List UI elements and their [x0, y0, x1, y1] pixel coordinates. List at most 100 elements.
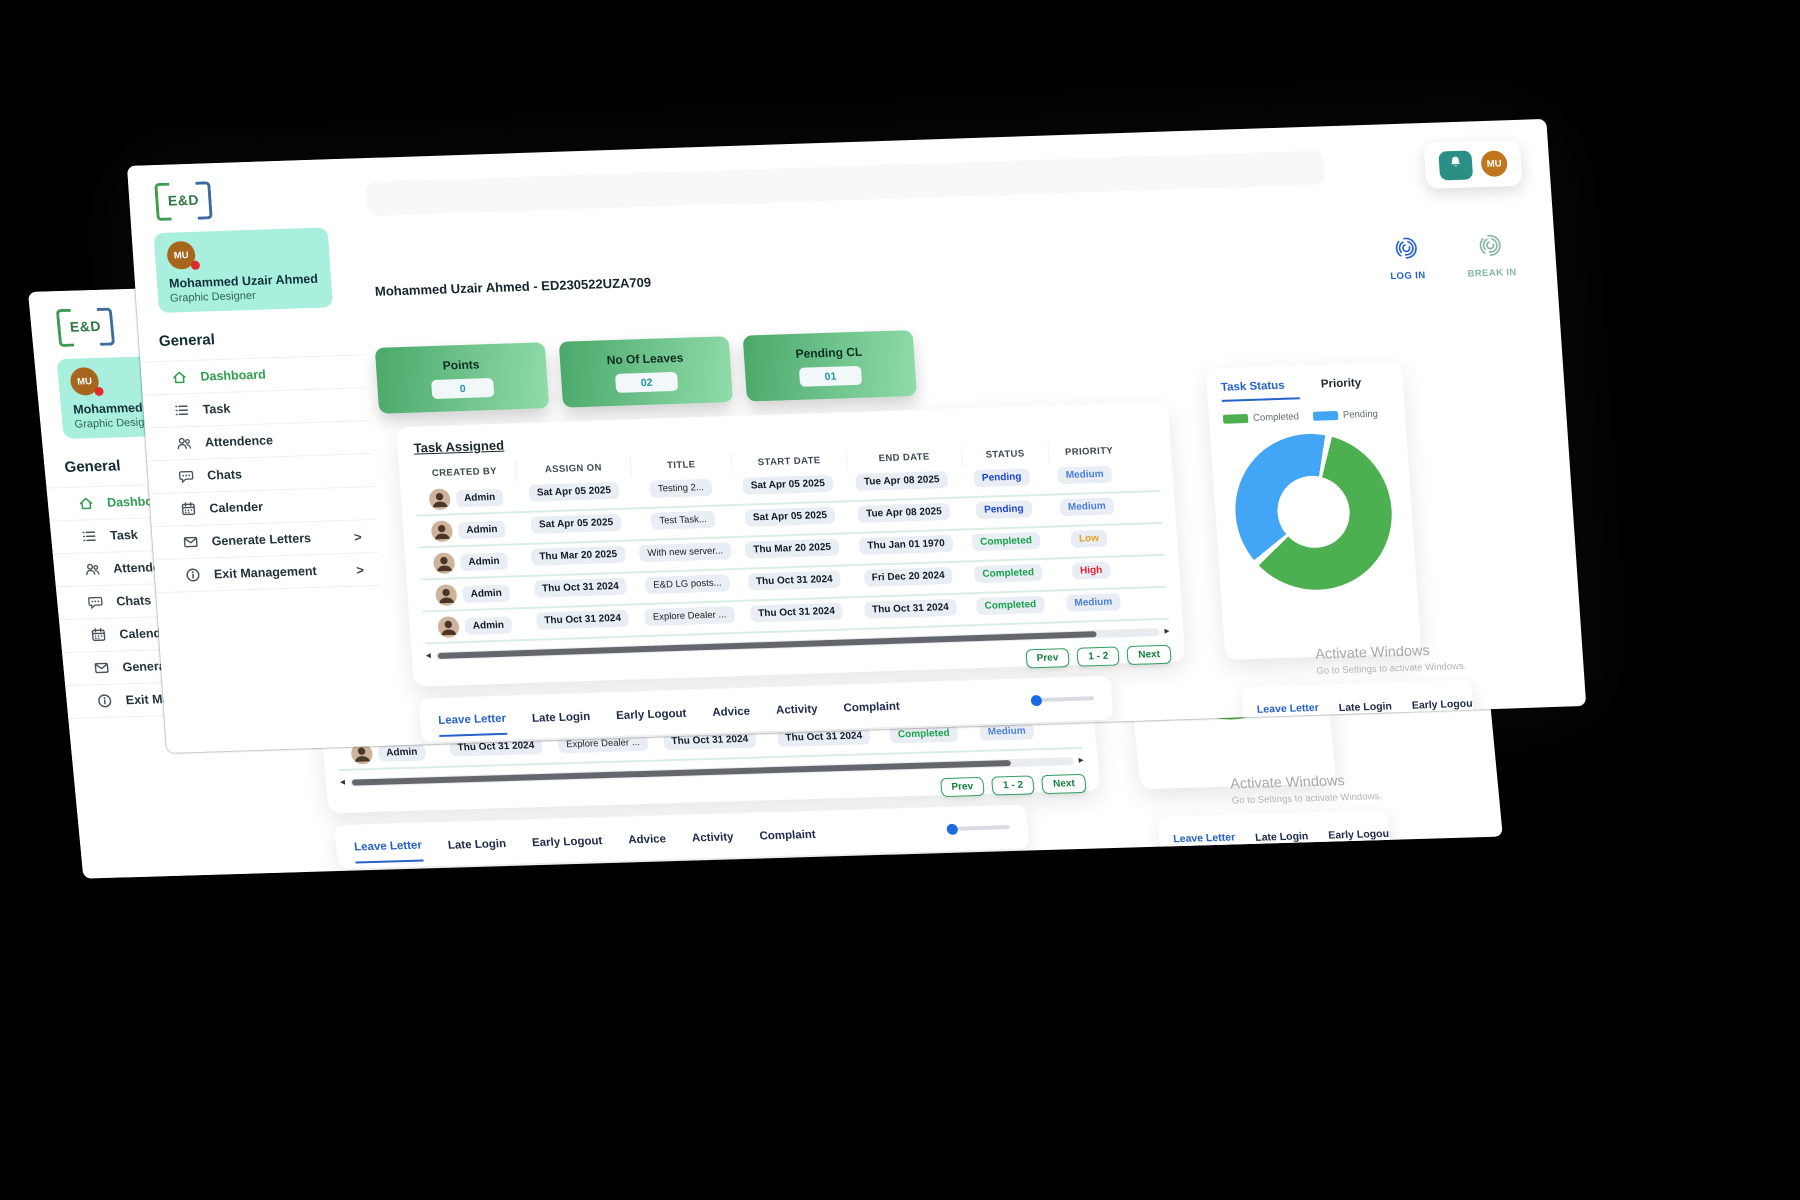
chart-legend: Completed Pending	[1222, 408, 1392, 425]
status-badge: Completed	[971, 531, 1041, 552]
sidebar-item-exit-management[interactable]: Exit Management>	[153, 551, 382, 594]
sidebar-item-calender[interactable]: Calender	[149, 485, 377, 527]
scroll-left-icon[interactable]: ◂	[339, 776, 346, 788]
legend-label: Pending	[1342, 408, 1379, 421]
column-header-priority: PRIORITY	[1064, 445, 1114, 459]
fingerprint-icon	[1477, 232, 1504, 263]
prev-page-button[interactable]: Prev	[939, 776, 986, 798]
sidebar-section-title: General	[63, 457, 122, 476]
sidebar-item-calender[interactable]: Calender	[58, 612, 287, 653]
tab-late-login[interactable]: Late Login	[1254, 830, 1309, 844]
title-value: Test Task...	[650, 510, 716, 530]
tab-complaint[interactable]: Complaint	[758, 828, 817, 843]
tab-early-logout[interactable]: Early Logout	[531, 835, 603, 850]
stat-value: 02	[614, 371, 679, 393]
slider-track[interactable]	[1041, 696, 1095, 702]
scroll-left-icon[interactable]: ◂	[425, 650, 432, 662]
sidebar-item-label: Task	[109, 527, 139, 543]
sidebar-item-label: Chats	[206, 467, 243, 483]
created-by-value: Admin	[455, 488, 504, 507]
sidebar-item-dashboard[interactable]: Dashboard	[46, 480, 275, 521]
header-avatar[interactable]: MU	[1480, 150, 1509, 178]
chat-icon	[87, 594, 105, 610]
table-row: Admin Thu Oct 31 2024 E&D LG posts... Thu O…	[420, 555, 1167, 613]
slider-handle[interactable]	[1030, 694, 1043, 706]
column-header-end-date: END DATE	[846, 445, 963, 471]
dashboard-sheet: E&D MU Mohammed Uzair Ahmed Graphic Desi…	[127, 118, 1587, 753]
mail-icon	[182, 534, 199, 551]
legend-swatch	[1222, 413, 1249, 424]
attendance-icon	[175, 435, 192, 452]
title-value: With new server...	[638, 542, 732, 563]
sidebar-item-generate-letters[interactable]: Generate Letters>	[151, 518, 379, 560]
assign-on-value: Thu Oct 31 2024	[533, 577, 628, 598]
tab-activity[interactable]: Activity	[691, 831, 735, 845]
row-avatar	[428, 487, 451, 510]
sidebar-item-exit-management[interactable]: Exit Management>	[65, 678, 294, 719]
sidebar-item-task[interactable]: Task	[49, 513, 278, 554]
tab-leave-letter[interactable]: Leave Letter	[352, 827, 424, 864]
sidebar-item-task[interactable]: Task	[142, 387, 370, 428]
sidebar-item-chats[interactable]: Chats	[147, 453, 375, 494]
sidebar-item-dashboard[interactable]: Dashboard	[140, 354, 368, 395]
start-date-value: Sat Apr 05 2025	[742, 474, 834, 495]
tab-late-login[interactable]: Late Login	[447, 838, 507, 852]
sidebar-section-title: General	[158, 331, 216, 351]
prev-page-button[interactable]: Prev	[1025, 648, 1071, 669]
next-page-button[interactable]: Next	[1041, 773, 1087, 795]
legend-item-completed: Completed	[1222, 411, 1299, 424]
panel-tab-priority[interactable]: Priority	[1320, 377, 1362, 391]
tab-activity[interactable]: Activity	[775, 703, 819, 717]
created-by-value: Admin	[464, 616, 513, 635]
status-badge: Pending	[975, 500, 1033, 520]
tab-leave-letter[interactable]: Leave Letter	[437, 700, 508, 737]
priority-badge: Medium	[1065, 593, 1121, 613]
slider-handle[interactable]	[946, 823, 959, 835]
sidebar-item-chats[interactable]: Chats	[55, 579, 284, 620]
column-header-created-by: CREATED BY	[412, 460, 518, 485]
logo-text: E&D	[69, 317, 102, 335]
start-date-value: Thu Oct 31 2024	[747, 570, 842, 591]
mail-icon	[93, 660, 111, 676]
tab-advice[interactable]: Advice	[711, 705, 751, 719]
tab-late-login[interactable]: Late Login	[531, 710, 591, 725]
end-date-value: Tue Apr 08 2025	[855, 470, 949, 491]
scroll-right-icon[interactable]: ▸	[1164, 625, 1170, 637]
activate-windows-watermark: Activate Windows Go to Settings to activ…	[1230, 770, 1463, 806]
priority-badge: Low	[1070, 529, 1108, 548]
tab-complaint[interactable]: Complaint	[843, 700, 901, 715]
stat-card-points: Points 0	[374, 342, 550, 414]
tab-early-logout[interactable]: Early Logout	[1327, 827, 1392, 842]
tab-advice[interactable]: Advice	[627, 833, 667, 847]
sidebar-item-label: Exit Management	[213, 563, 318, 582]
notifications-button[interactable]	[1438, 149, 1474, 180]
donut-chart-wrap	[1224, 431, 1403, 593]
sidebar-user-card: MU Mohammed Uzair Ahmed Graphic Designer	[153, 227, 333, 314]
row-avatar	[437, 615, 460, 638]
punch-label: LOG IN	[1390, 270, 1426, 283]
panel-tab-bar: Task Status Priority	[1220, 376, 1390, 402]
scroll-right-icon[interactable]: ▸	[1078, 754, 1085, 767]
user-role: Graphic Designer	[169, 289, 257, 305]
panel-tab-task-status[interactable]: Task Status	[1220, 379, 1300, 402]
next-page-button[interactable]: Next	[1126, 644, 1172, 666]
header-profile-chip: MU	[1423, 139, 1523, 189]
donut-chart	[1230, 431, 1397, 593]
stat-value: 01	[798, 365, 863, 387]
main-area: MU Mohammed Uzair Ahmed - ED230522UZA709…	[352, 119, 1586, 746]
log-in-button[interactable]: LOG IN	[1388, 235, 1426, 282]
task-list-icon	[80, 528, 98, 544]
sidebar-item-generate-letters[interactable]: Generate Letters>	[62, 645, 291, 686]
slider-track[interactable]	[957, 825, 1010, 831]
sidebar-item-attendence[interactable]: Attendence	[144, 420, 372, 461]
sidebar-item-attendence[interactable]: Attendence	[52, 546, 281, 587]
bell-icon	[1448, 155, 1464, 175]
chevron-right-icon: >	[353, 528, 363, 545]
page-indicator-button[interactable]: 1 - 2	[991, 775, 1036, 796]
tab-leave-letter[interactable]: Leave Letter	[1171, 819, 1237, 856]
legend-swatch	[1312, 410, 1339, 421]
page-indicator-button[interactable]: 1 - 2	[1076, 646, 1120, 667]
tab-early-logout[interactable]: Early Logout	[615, 707, 687, 723]
break-in-button[interactable]: BREAK IN	[1465, 232, 1517, 280]
